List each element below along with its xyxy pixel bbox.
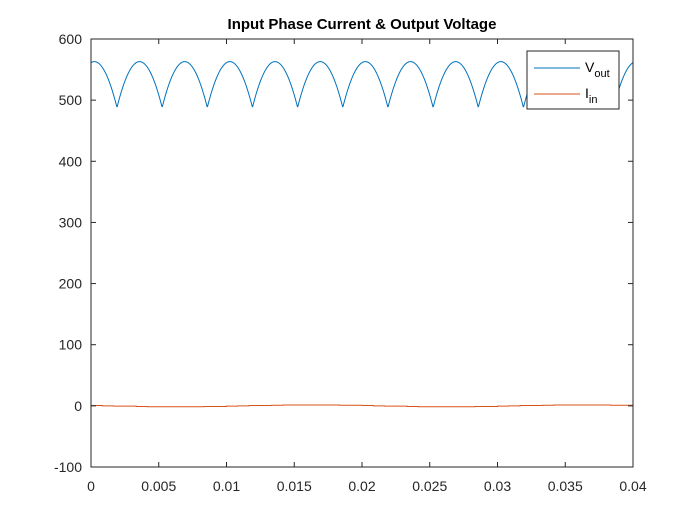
- x-tick-label: 0.035: [548, 478, 583, 494]
- axis-layer: 0 0.005 0.01 0.015 0.02 0.025 0.03 0.035 0.04 600…: [54, 31, 647, 494]
- series-line-iin: [91, 404, 634, 408]
- y-tick-label: 100: [59, 337, 83, 353]
- y-tick-label: 400: [59, 153, 83, 169]
- y-tick-label: 500: [59, 92, 83, 108]
- x-tick-label: 0.02: [348, 478, 375, 494]
- x-tick-label: 0.005: [141, 478, 176, 494]
- y-tick-label: 600: [59, 31, 83, 47]
- plot-area: [91, 39, 633, 467]
- legend-vout-sub: out: [594, 68, 609, 80]
- legend-label-vout: Vout: [585, 59, 610, 80]
- legend-iin-sub: in: [589, 94, 598, 106]
- legend-vout-main: V: [585, 59, 595, 75]
- x-tick-label: 0.03: [484, 478, 511, 494]
- x-tick-label: 0.01: [213, 478, 240, 494]
- legend-iin-main: I: [585, 85, 589, 101]
- y-tick-label: -100: [54, 459, 82, 475]
- y-tick-label: 300: [59, 214, 83, 230]
- legend: Vout Iin: [526, 50, 620, 110]
- x-tick-label: 0.015: [277, 478, 312, 494]
- y-tick-label: 200: [59, 276, 83, 292]
- chart-title: Input Phase Current & Output Voltage: [228, 16, 497, 33]
- x-tick-label: 0.025: [412, 478, 447, 494]
- y-tick-label: 0: [74, 398, 82, 414]
- x-tick-label: 0.04: [619, 478, 646, 494]
- legend-box: [526, 50, 620, 110]
- plot-frame: [90, 38, 634, 468]
- x-tick-label: 0: [87, 478, 95, 494]
- legend-label-iin: Iin: [585, 85, 597, 106]
